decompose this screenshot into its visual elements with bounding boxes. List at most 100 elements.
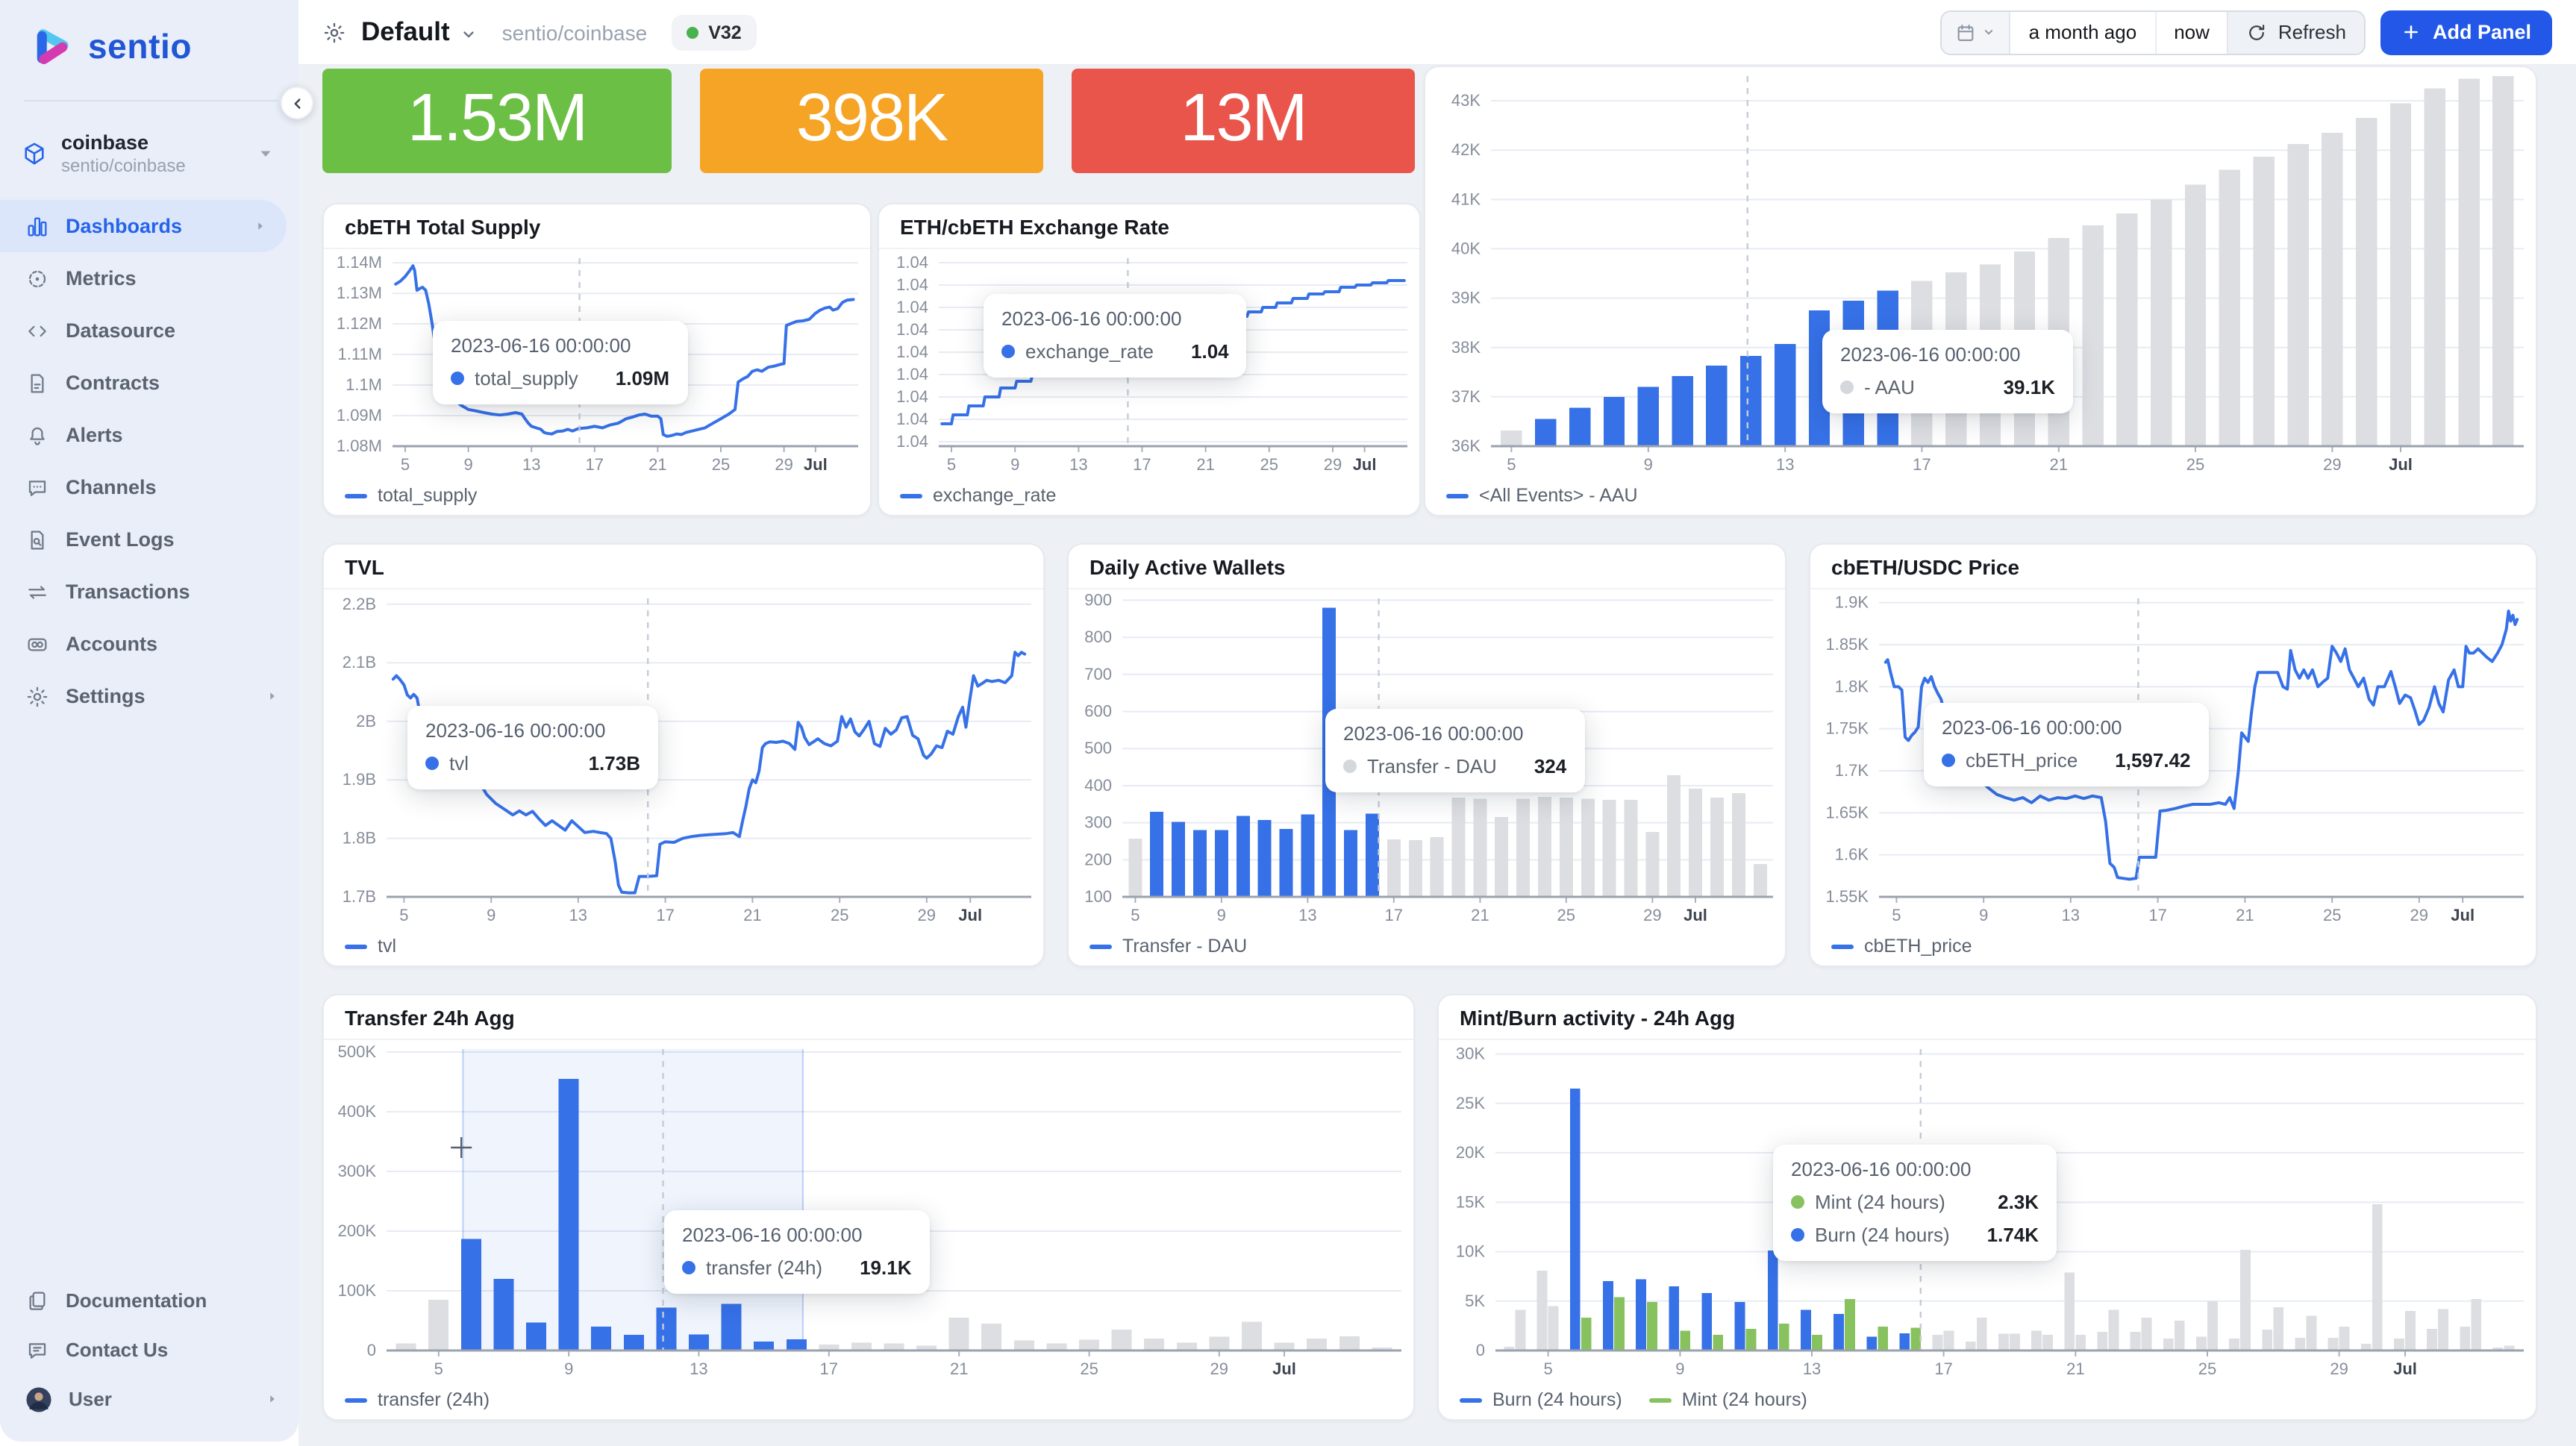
svg-text:1.04: 1.04 xyxy=(896,387,928,406)
legend-item[interactable]: <All Events> - AAU xyxy=(1446,485,1638,506)
chart-legend-supply[interactable]: total_supply xyxy=(324,476,870,515)
svg-text:9: 9 xyxy=(487,906,495,924)
legend-item[interactable]: Burn (24 hours) xyxy=(1460,1389,1622,1410)
chart-transfer-24h-agg[interactable]: 0 100K 200K 300K 400K 500K 5 9 13 17 21 25 29 Jul xyxy=(324,1040,1413,1380)
svg-text:13: 13 xyxy=(1803,1359,1821,1378)
svg-text:300K: 300K xyxy=(338,1162,377,1180)
sidebar-item-dashboards[interactable]: Dashboards xyxy=(0,200,287,252)
svg-text:500K: 500K xyxy=(338,1042,377,1061)
svg-text:25: 25 xyxy=(712,455,730,474)
chart-legend-daw[interactable]: Transfer - DAU xyxy=(1069,927,1785,965)
sidebar-item-settings[interactable]: Settings xyxy=(0,670,298,722)
svg-text:25: 25 xyxy=(1080,1359,1098,1378)
sidebar-item-datasource[interactable]: Datasource xyxy=(0,304,298,357)
svg-text:0: 0 xyxy=(1476,1341,1485,1359)
version-status-dot xyxy=(686,26,698,38)
chart-daily-active-wallets[interactable]: 100 200 300 400 500 600 700 800 900 5 9 13 17 21 25 29 J… xyxy=(1069,589,1785,927)
add-panel-button[interactable]: Add Panel xyxy=(2380,10,2552,54)
panel-title: Mint/Burn activity - 24h Agg xyxy=(1439,995,2536,1040)
range-to-button[interactable]: now xyxy=(2154,11,2228,53)
legend-item[interactable]: tvl xyxy=(345,936,396,957)
sentio-logo[interactable]: sentio xyxy=(30,24,192,69)
svg-text:25: 25 xyxy=(1260,455,1278,474)
chart-legend-tvl[interactable]: tvl xyxy=(324,927,1043,965)
stat-card-value: 398K xyxy=(795,79,948,155)
sidebar-item-contracts[interactable]: Contracts xyxy=(0,357,298,409)
dashboard-title[interactable]: Default xyxy=(361,16,450,46)
chart-legend-price[interactable]: cbETH_price xyxy=(1810,927,2536,965)
plus-icon xyxy=(2404,25,2418,39)
sidebar-item-accounts[interactable]: Accounts xyxy=(0,618,298,670)
panel-title: cbETH Total Supply xyxy=(324,204,870,249)
range-from-button[interactable]: a month ago xyxy=(2028,21,2137,43)
chevron-right-icon xyxy=(252,218,269,234)
svg-text:1.04: 1.04 xyxy=(896,342,928,361)
svg-text:1.04: 1.04 xyxy=(896,432,928,451)
sidebar-item-documentation[interactable]: Documentation xyxy=(0,1276,298,1325)
chart-mint-burn-activity[interactable]: 0 5K 10K 15K 20K 25K 30K 5 9 13 17 21 25 29 Jul xyxy=(1439,1040,2536,1380)
legend-swatch xyxy=(1460,1398,1482,1402)
chart-legend-mintburn[interactable]: Burn (24 hours) Mint (24 hours) xyxy=(1439,1380,2536,1419)
chart-cbeth-total-supply[interactable]: 1.08M 1.09M 1.1M 1.11M 1.12M 1.13M 1.14M 5 9 13 17… xyxy=(324,249,870,476)
chevron-down-icon[interactable] xyxy=(460,25,478,43)
sidebar-collapse-button[interactable] xyxy=(281,87,313,119)
stat-card[interactable]: 398K xyxy=(700,69,1043,173)
dashboard-settings-icon[interactable] xyxy=(322,20,346,44)
chart-exchange-rate[interactable]: 1.04 1.04 1.04 1.04 1.04 1.04 1.04 1.04 1.04 5 9 13… xyxy=(879,249,1419,476)
legend-item[interactable]: Mint (24 hours) xyxy=(1648,1389,1807,1410)
legend-label: transfer (24h) xyxy=(378,1389,490,1410)
legend-item[interactable]: transfer (24h) xyxy=(345,1389,490,1410)
svg-text:9: 9 xyxy=(1644,455,1653,474)
svg-text:900: 900 xyxy=(1084,590,1112,609)
svg-text:1.04: 1.04 xyxy=(896,298,928,316)
workspace-text: coinbase sentio/coinbase xyxy=(61,131,186,177)
svg-text:200: 200 xyxy=(1084,850,1112,868)
svg-text:100K: 100K xyxy=(338,1281,377,1300)
chart-aau[interactable]: 36K 37K 38K 39K 40K 41K 42K 43K 5 9 13 17 21 25 29 Jul xyxy=(1425,67,2536,476)
svg-text:1.1M: 1.1M xyxy=(346,375,382,394)
chart-legend-exchange[interactable]: exchange_rate xyxy=(879,476,1419,515)
sidebar-item-event-logs[interactable]: Event Logs xyxy=(0,513,298,566)
svg-text:25: 25 xyxy=(1557,906,1575,924)
chart-cbeth-usdc-price[interactable]: 1.55K 1.6K 1.65K 1.7K 1.75K 1.8K 1.85K 1.9K 5 9 13… xyxy=(1810,589,2536,927)
version-badge[interactable]: V32 xyxy=(671,14,757,50)
svg-text:17: 17 xyxy=(1133,455,1151,474)
svg-text:5: 5 xyxy=(401,455,410,474)
svg-text:13: 13 xyxy=(2062,906,2080,924)
panel-exchange-rate: ETH/cbETH Exchange Rate 1.04 1.04 1.04 1.04… xyxy=(878,203,1421,516)
svg-text:600: 600 xyxy=(1084,702,1112,721)
stat-card[interactable]: 1.53M xyxy=(322,69,672,173)
refresh-button[interactable]: Refresh xyxy=(2227,11,2364,53)
sidebar-item-alerts[interactable]: Alerts xyxy=(0,409,298,461)
svg-text:21: 21 xyxy=(2236,906,2254,924)
svg-text:Jul: Jul xyxy=(804,455,828,474)
svg-text:1.09M: 1.09M xyxy=(337,406,382,425)
calendar-button[interactable] xyxy=(1942,11,2011,53)
chart-tvl[interactable]: 1.7B 1.8B 1.9B 2B 2.1B 2.2B 5 9 13 17 21 25 29 Jul xyxy=(324,589,1043,927)
svg-text:200K: 200K xyxy=(338,1221,377,1240)
code-icon xyxy=(25,319,49,342)
svg-text:21: 21 xyxy=(1196,455,1214,474)
refresh-icon xyxy=(2250,24,2266,40)
sidebar-item-transactions[interactable]: Transactions xyxy=(0,566,298,618)
svg-text:25: 25 xyxy=(2198,1359,2216,1378)
docs-icon xyxy=(25,1289,49,1312)
svg-text:29: 29 xyxy=(1643,906,1661,924)
legend-item[interactable]: cbETH_price xyxy=(1831,936,1972,957)
svg-text:29: 29 xyxy=(2410,906,2428,924)
sidebar-item-channels[interactable]: Channels xyxy=(0,461,298,513)
sidebar-item-contact-us[interactable]: Contact Us xyxy=(0,1325,298,1374)
sidebar-item-metrics[interactable]: Metrics xyxy=(0,252,298,304)
chart-legend-aau[interactable]: <All Events> - AAU xyxy=(1425,476,2536,515)
svg-text:29: 29 xyxy=(775,455,793,474)
panel-title: Daily Active Wallets xyxy=(1069,545,1785,589)
workspace-selector[interactable]: coinbase sentio/coinbase xyxy=(0,122,298,185)
legend-item[interactable]: total_supply xyxy=(345,485,477,506)
sidebar-item-user[interactable]: User xyxy=(0,1374,298,1424)
svg-text:21: 21 xyxy=(2050,455,2068,474)
legend-item[interactable]: Transfer - DAU xyxy=(1090,936,1247,957)
legend-item[interactable]: exchange_rate xyxy=(900,485,1056,506)
stat-card[interactable]: 13M xyxy=(1072,69,1415,173)
chart-legend-transfer[interactable]: transfer (24h) xyxy=(324,1380,1413,1419)
